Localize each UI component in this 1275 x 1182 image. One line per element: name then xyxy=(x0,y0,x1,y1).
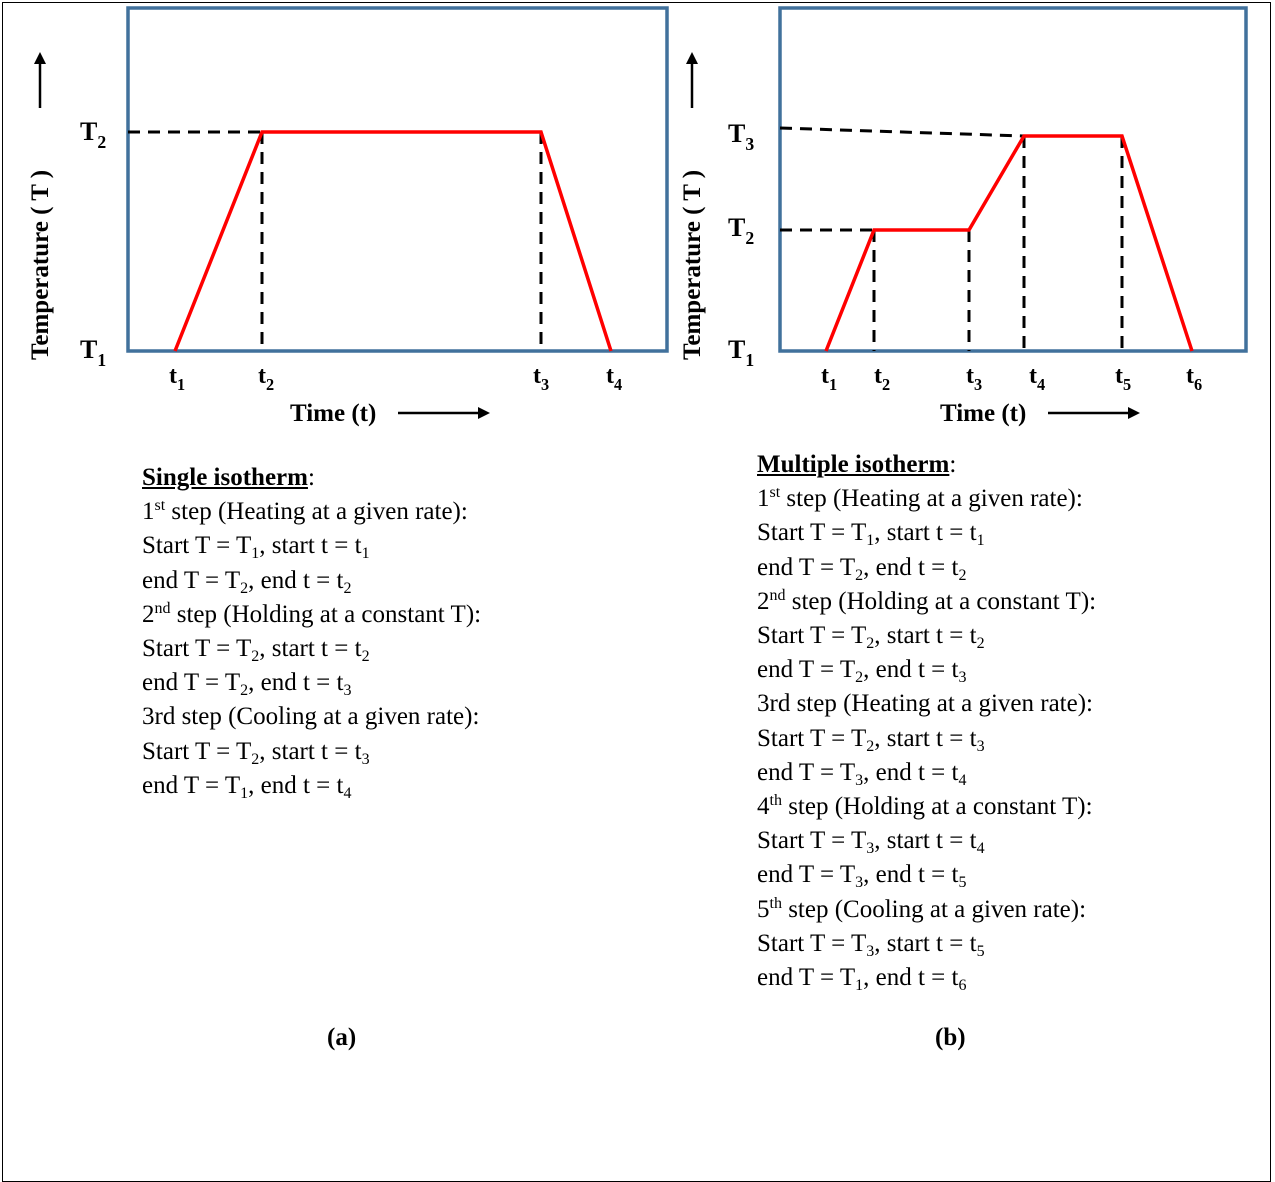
description-line: end T = T2, end t = t2 xyxy=(142,566,352,597)
description-line: 3rd step (Cooling at a given rate): xyxy=(142,703,480,731)
x-tick-label: t4 xyxy=(1029,363,1045,394)
description-line: end T = T2, end t = t3 xyxy=(142,669,352,700)
x-axis-arrow-head xyxy=(478,407,490,419)
x-tick-label: t4 xyxy=(606,363,622,394)
x-tick-label: t5 xyxy=(1115,363,1131,394)
plot-box xyxy=(126,6,669,353)
description-line: Start T = T1, start t = t1 xyxy=(757,519,985,550)
panel-a-plot: T2 T1 t1 t2 t3 t4 Temperature ( T ) Time (t) xyxy=(27,6,669,427)
description-line: Start T = T2, start t = t2 xyxy=(142,635,370,666)
temperature-profile-line xyxy=(173,130,613,352)
description-line: end T = T3, end t = t5 xyxy=(757,861,967,892)
description-line: end T = T2, end t = t3 xyxy=(757,656,967,687)
description-line: 1st step (Heating at a given rate): xyxy=(757,484,1083,513)
x-tick-label: t6 xyxy=(1186,363,1202,394)
y-axis-title: Temperature ( T ) xyxy=(679,170,706,360)
y-axis-title: Temperature ( T ) xyxy=(27,170,54,360)
panel-b-description: Multiple isotherm: 1st step (Heating at a… xyxy=(757,448,1096,995)
y-axis-arrow-head xyxy=(34,52,46,64)
description-line: Start T = T2, start t = t2 xyxy=(757,622,985,653)
y-tick-label: T2 xyxy=(728,213,754,248)
description-line: Start T = T3, start t = t4 xyxy=(757,827,985,858)
x-axis-title: Time (t) xyxy=(940,400,1026,427)
x-axis-title: Time (t) xyxy=(290,400,376,427)
description-line: 2nd step (Holding at a constant T): xyxy=(142,599,482,628)
x-tick-label: t3 xyxy=(966,363,982,394)
description-line: Start T = T3, start t = t5 xyxy=(757,929,985,960)
y-axis-arrow-head xyxy=(686,52,698,64)
description-line: 1st step (Heating at a given rate): xyxy=(142,497,468,526)
description-heading: Multiple isotherm: xyxy=(757,451,957,478)
y-tick-label: T2 xyxy=(80,117,106,152)
y-tick-label: T3 xyxy=(728,119,754,154)
y-tick-label: T1 xyxy=(728,335,754,370)
panel-b-plot: T3 T2 T1 t1 t2 t3 t4 t5 t6 Temperature ( T ) Time … xyxy=(679,6,1248,427)
description-line: 4th step (Holding at a constant T): xyxy=(757,792,1093,821)
x-axis-arrow-head xyxy=(1128,407,1140,419)
plots-svg: T2 T1 t1 t2 t3 t4 Temperature ( T ) Time (t) T3… xyxy=(27,6,1248,427)
description-line: end T = T1, end t = t6 xyxy=(757,964,967,995)
x-tick-label: t1 xyxy=(821,363,837,394)
description-line: end T = T3, end t = t4 xyxy=(757,758,967,789)
plot-box xyxy=(778,6,1248,353)
description-line: 2nd step (Holding at a constant T): xyxy=(757,586,1097,615)
description-line: Start T = T2, start t = t3 xyxy=(757,724,985,755)
description-line: Start T = T2, start t = t3 xyxy=(142,737,370,768)
description-line: end T = T2, end t = t2 xyxy=(757,553,967,584)
x-tick-label: t2 xyxy=(874,363,890,394)
panel-b-label: (b) xyxy=(935,1024,966,1051)
temperature-profile-line xyxy=(824,134,1194,352)
description-line: 5th step (Cooling at a given rate): xyxy=(757,894,1087,923)
panel-a-label: (a) xyxy=(327,1024,357,1051)
description-line: Start T = T1, start t = t1 xyxy=(142,532,370,563)
description-line: end T = T1, end t = t4 xyxy=(142,771,352,802)
x-tick-label: t1 xyxy=(169,363,185,394)
description-heading: Single isotherm: xyxy=(142,464,315,491)
y-tick-label: T1 xyxy=(80,335,106,370)
x-tick-label: t2 xyxy=(258,363,274,394)
panel-a-description: Single isotherm: 1st step (Heating at a g… xyxy=(142,461,481,803)
guide-line-t3 xyxy=(779,126,1025,138)
x-tick-label: t3 xyxy=(533,363,549,394)
description-line: 3rd step (Heating at a given rate): xyxy=(757,690,1093,718)
